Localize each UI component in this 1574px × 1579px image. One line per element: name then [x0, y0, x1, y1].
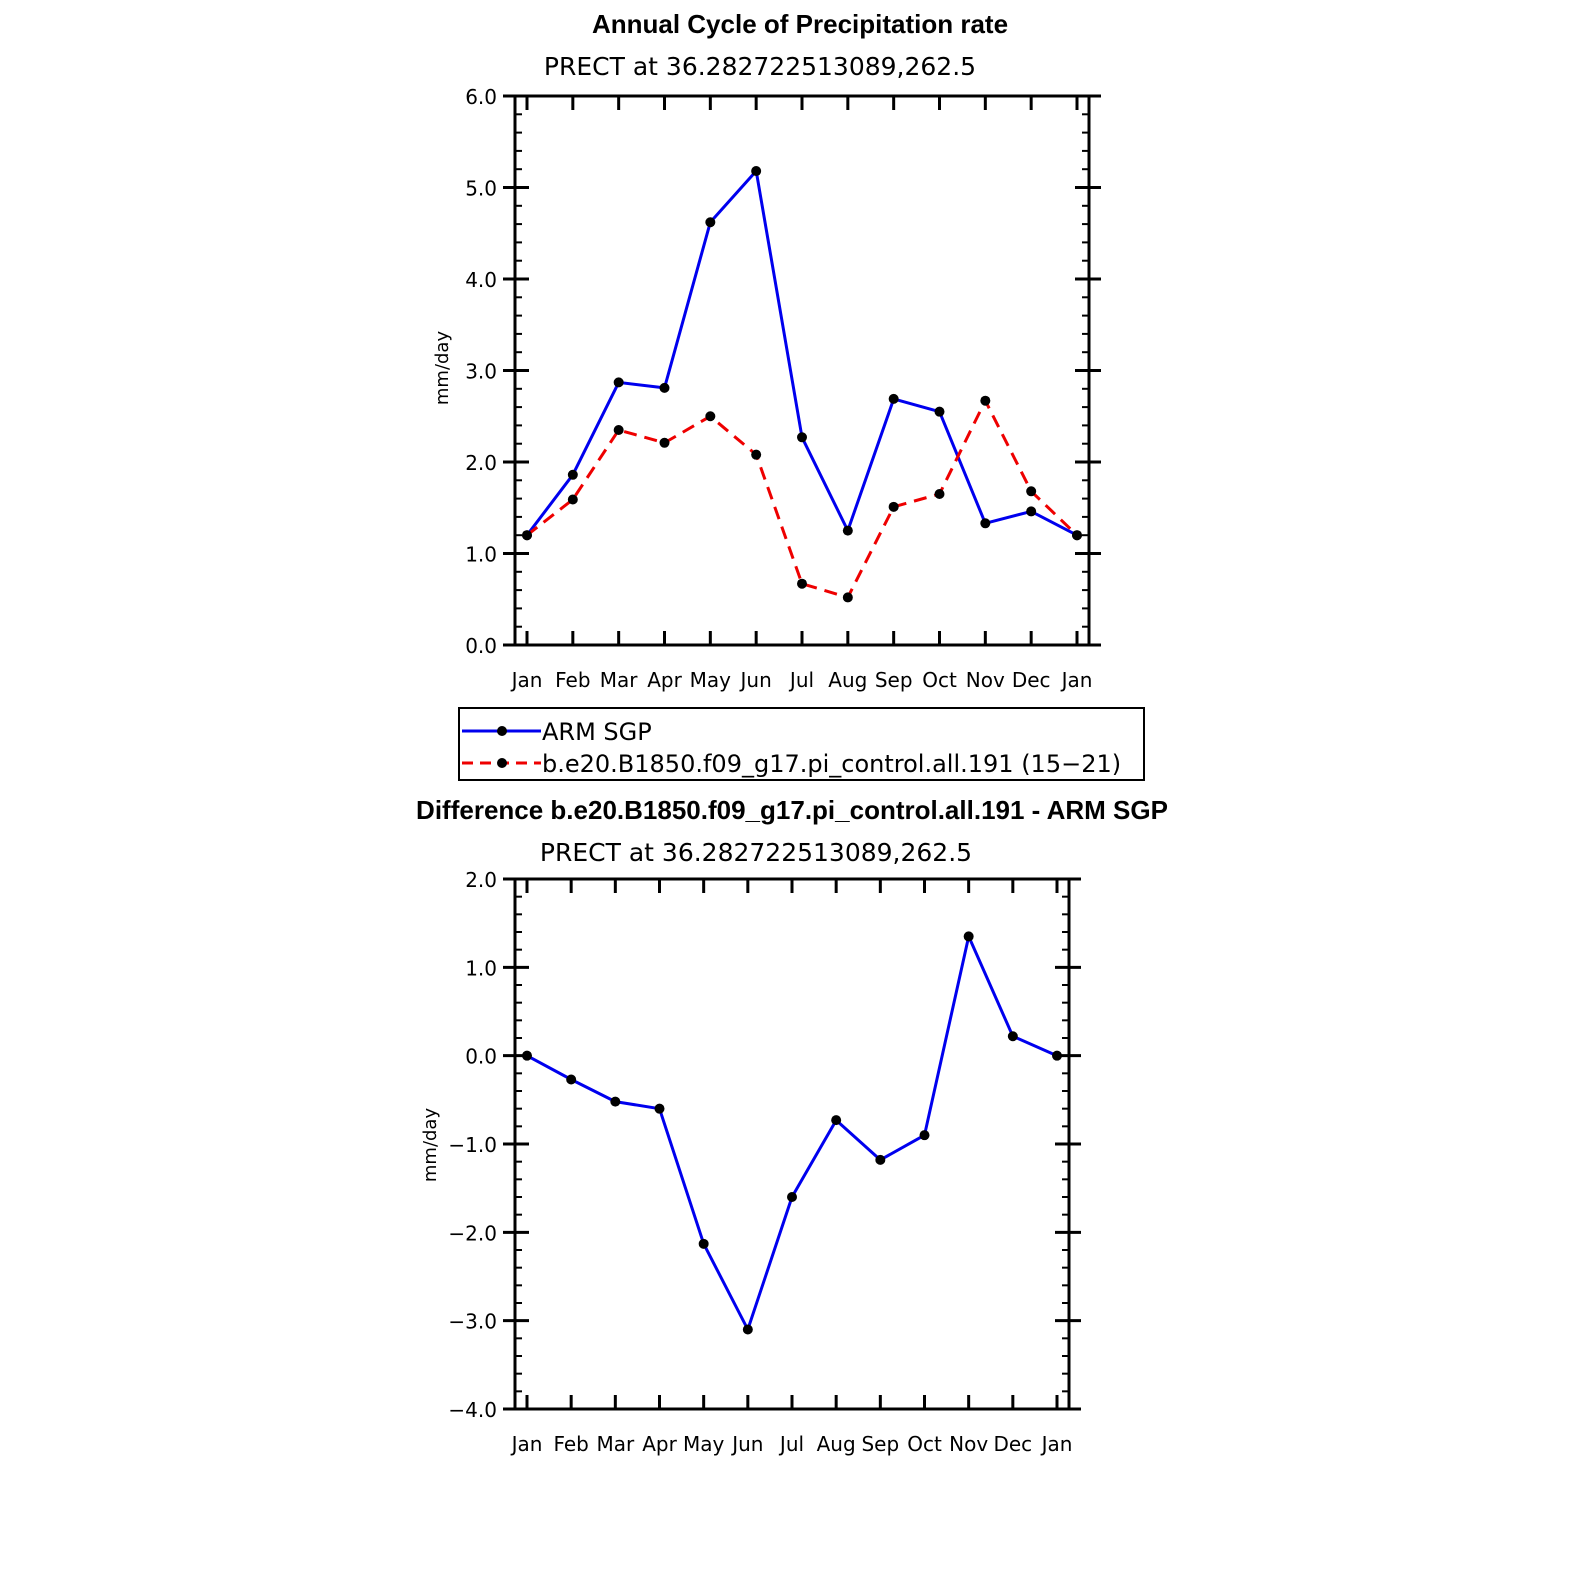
- chart1-y-tick-label: 4.0: [465, 268, 497, 292]
- chart2-series-1-point: [963, 931, 974, 942]
- chart2-series-1-point: [654, 1103, 665, 1114]
- chart1-series-2-point: [751, 449, 762, 460]
- chart1-series-1-point: [980, 518, 991, 529]
- chart2-x-tick-label: May: [683, 1432, 725, 1456]
- chart1-x-tick-label: Jan: [1060, 668, 1093, 692]
- chart1-x-tick-label: Oct: [922, 668, 957, 692]
- chart1-series-2-point: [522, 530, 532, 541]
- chart2-y-tick-label: −1.0: [448, 1133, 497, 1157]
- chart2-x-tick-label: Jan: [1040, 1432, 1073, 1456]
- chart2-series-1-point: [698, 1238, 709, 1249]
- chart1-title: Annual Cycle of Precipitation rate: [592, 9, 1008, 39]
- chart2-series-1-point: [831, 1115, 842, 1126]
- chart1-series-2-point: [705, 411, 716, 422]
- chart1-x-tick-label: Sep: [875, 668, 913, 692]
- chart1-x-tick-label: Dec: [1012, 668, 1051, 692]
- chart1-series-2-point: [980, 395, 991, 406]
- chart2-series-1-point: [1052, 1050, 1062, 1061]
- chart2-x-tick-label: Nov: [949, 1432, 988, 1456]
- chart1-series-1-line: [525, 169, 1078, 537]
- chart2-x-tick-label: Dec: [993, 1432, 1032, 1456]
- chart2-series-1-point: [919, 1130, 930, 1141]
- chart2-subtitle: PRECT at 36.282722513089,262.5: [540, 838, 972, 867]
- chart2-x-tick-label: Sep: [861, 1432, 899, 1456]
- chart1-y-tick-label: 0.0: [465, 634, 497, 658]
- chart1-series-1-point: [751, 166, 762, 177]
- chart1-x-tick-label: Apr: [647, 668, 682, 692]
- chart2-title: Difference b.e20.B1850.f09_g17.pi_contro…: [416, 795, 1168, 825]
- legend-label-arm-sgp: ARM SGP: [542, 718, 652, 746]
- chart2-y-tick-label: −3.0: [448, 1310, 497, 1334]
- chart2-y-tick-label: −2.0: [448, 1221, 497, 1245]
- chart1-series-1-point: [934, 406, 945, 417]
- chart2-y-tick-label: −4.0: [448, 1398, 497, 1422]
- chart1-series-1-point: [567, 469, 578, 480]
- chart1-series-2-point: [888, 501, 899, 512]
- chart1-series-2-point: [1072, 530, 1082, 541]
- chart2-series-1-point: [742, 1324, 753, 1335]
- chart1-series-2-point: [797, 578, 807, 589]
- chart2-series-1-point: [875, 1154, 886, 1165]
- chart1-series-1-point: [613, 377, 624, 388]
- chart1-subtitle: PRECT at 36.282722513089,262.5: [544, 52, 976, 81]
- chart2-series-1-point: [1007, 1031, 1018, 1042]
- chart1-legend: ARM SGP b.e20.B1850.f09_g17.pi_control.a…: [458, 707, 1145, 781]
- chart1-y-tick-label: 5.0: [465, 177, 497, 201]
- chart1-x-tick-label: May: [690, 668, 732, 692]
- chart2-frame: [513, 877, 1071, 1411]
- chart1-series-2-point: [613, 424, 624, 435]
- chart1-x-tick-label: Aug: [828, 668, 867, 692]
- chart1-series-1-point: [659, 382, 670, 393]
- chart2-y-tick-label: 2.0: [465, 868, 497, 892]
- chart2-y-axis-label: mm/day: [420, 1108, 441, 1183]
- legend-marker-arm-sgp: [497, 726, 507, 736]
- chart2-y-tick-label: 0.0: [465, 1045, 497, 1069]
- chart1-y-tick-label: 3.0: [465, 360, 497, 384]
- chart1-series-2-point: [659, 437, 670, 448]
- chart1-x-tick-label: Jun: [739, 668, 772, 692]
- chart1-series-1-point: [842, 525, 853, 536]
- chart2-series-1-point: [787, 1192, 797, 1202]
- chart2-x-tick-label: Jul: [778, 1432, 804, 1456]
- chart1-series-2-point: [567, 494, 578, 505]
- chart1-x-tick-label: Jul: [788, 668, 814, 692]
- chart1-x-tick-label: Feb: [555, 668, 590, 692]
- chart1-x-tick-label: Nov: [966, 668, 1005, 692]
- legend-marker-model: [497, 758, 507, 768]
- chart2-x-tick-label: Aug: [817, 1432, 856, 1456]
- chart1-series-1-point: [1026, 506, 1037, 517]
- chart2-series-1-point: [610, 1096, 621, 1107]
- chart1-x-tick-label: Jan: [510, 668, 543, 692]
- chart1-series-1-point: [705, 217, 716, 228]
- chart1-series-2-point: [842, 592, 853, 603]
- chart1-y-tick-label: 2.0: [465, 451, 497, 475]
- chart2-x-tick-label: Oct: [907, 1432, 942, 1456]
- chart2-x-tick-label: Feb: [553, 1432, 588, 1456]
- chart1-y-axis-label: mm/day: [432, 331, 453, 406]
- chart1-series-1-point: [797, 432, 807, 443]
- chart1-frame: [513, 94, 1091, 647]
- chart1-x-tick-label: Mar: [600, 668, 639, 692]
- chart1-series-1-point: [888, 393, 899, 404]
- chart1-y-tick-label: 1.0: [465, 543, 497, 567]
- chart2-x-tick-label: Apr: [642, 1432, 677, 1456]
- chart1-series-2-point: [934, 489, 945, 500]
- chart2-y-tick-label: 1.0: [465, 956, 497, 980]
- chart2-x-tick-label: Jun: [730, 1432, 763, 1456]
- legend-box: [458, 707, 1145, 781]
- chart1-series-2-point: [1026, 486, 1037, 497]
- chart2-series-1-point: [566, 1074, 577, 1085]
- chart2-x-tick-label: Mar: [596, 1432, 635, 1456]
- chart2-x-tick-label: Jan: [510, 1432, 543, 1456]
- chart1-plot: Jan Feb Mar Apr May Jun Jul Aug Sep Oct Nov Dec Jan 0…: [465, 85, 1101, 692]
- legend-label-model: b.e20.B1850.f09_g17.pi_control.all.191 (…: [542, 750, 1121, 778]
- chart2-series-1-line: [526, 934, 1058, 1331]
- chart2-series-1-point: [522, 1050, 532, 1061]
- chart2-plot: Jan Feb Mar Apr May Jun Jul Aug Sep Oct Nov Dec Jan−…: [448, 868, 1081, 1456]
- chart1-y-tick-label: 6.0: [465, 85, 497, 109]
